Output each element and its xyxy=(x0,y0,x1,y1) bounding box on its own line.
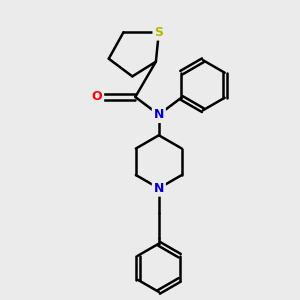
Text: N: N xyxy=(154,108,164,121)
Text: O: O xyxy=(92,91,102,103)
Text: N: N xyxy=(154,182,164,195)
Text: S: S xyxy=(154,26,163,39)
